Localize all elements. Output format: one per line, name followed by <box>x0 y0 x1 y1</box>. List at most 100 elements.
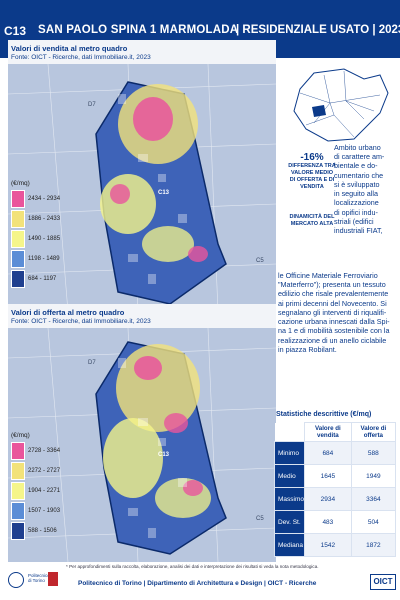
legend-label: 684 - 1197 <box>28 276 57 282</box>
legend-swatch <box>11 270 25 288</box>
description-line: Ambito urbano <box>334 143 381 152</box>
offer-legend-item: 2272 - 2727 <box>11 461 60 481</box>
offer-map-panel: Valori di offerta al metro quadro Fonte:… <box>8 304 276 562</box>
table-row: Medio 1645 1949 <box>273 464 397 488</box>
legend-label: 1904 - 2271 <box>28 488 61 494</box>
sale-legend-item: 1886 - 2433 <box>11 209 60 229</box>
politecnico-logo-text: Politecnico di Torino <box>28 573 50 584</box>
zone-highlight <box>312 105 326 117</box>
stats-table: Valore di vendita Valore di offerta Mini… <box>273 422 397 557</box>
legend-label: 1886 - 2433 <box>28 216 61 222</box>
table-row: Mediana 1542 1872 <box>273 533 397 557</box>
stats-cell-offer: 1872 <box>350 533 397 557</box>
stats-row-label: Medio <box>273 464 306 488</box>
description-line: industriali FIAT, <box>334 225 383 235</box>
description-line: bientale e do- <box>334 161 378 171</box>
description-line: striali (edifici <box>334 216 374 226</box>
description-line: cumentario che <box>334 170 384 180</box>
description-line: di opifici indu- <box>334 207 378 217</box>
stats-cell-sale: 483 <box>304 510 352 534</box>
stats-cell-offer: 504 <box>350 510 397 534</box>
legend-label: 2728 - 3364 <box>28 448 61 454</box>
sale-legend-unit: (€/mq) <box>11 180 30 187</box>
legend-swatch <box>11 230 25 248</box>
department-logo <box>48 572 58 586</box>
description-line: "Materferro"); presenta un tessuto <box>278 280 386 290</box>
stats-cell-sale: 2934 <box>304 487 352 511</box>
stats-cell-offer: 1949 <box>350 464 397 488</box>
sale-legend-item: 2434 - 2934 <box>11 189 60 209</box>
kpi-price-difference: -16% DIFFERENZA TRA VALORE MEDIO DI OFFE… <box>278 152 346 191</box>
stats-corner <box>274 422 305 442</box>
offer-legend-unit: (€/mq) <box>11 432 30 439</box>
sale-map-label-c5: C5 <box>256 258 264 264</box>
stats-cell-sale: 1645 <box>304 464 352 488</box>
stats-cell-offer: 588 <box>350 441 397 465</box>
legend-label: 1490 - 1885 <box>28 236 61 242</box>
description-line: in seguito alla <box>334 189 378 199</box>
methodology-footnote: * Per approfondimenti sulla raccolta, el… <box>66 564 319 569</box>
legend-label: 2434 - 2934 <box>28 196 61 202</box>
politecnico-logo <box>8 572 24 588</box>
legend-swatch <box>11 442 25 460</box>
oict-logo: OICT <box>370 574 396 590</box>
description-line: le Officine Materiale Ferroviario <box>278 271 378 280</box>
offer-map-label-c5: C5 <box>256 516 264 522</box>
kpi-diff-label-line: VALORE MEDIO <box>290 169 334 176</box>
sale-legend-item: 684 - 1197 <box>11 269 60 289</box>
description-line: si è sviluppato <box>334 179 380 189</box>
zone-code: C13 <box>4 24 27 38</box>
zone-name: SAN PAOLO SPINA 1 MARMOLADA <box>38 24 239 36</box>
report-tag: | RESIDENZIALE USATO | 2023 <box>236 24 400 36</box>
offer-legend-item: 588 - 1506 <box>11 521 60 541</box>
sale-map-panel: Valori di vendita al metro quadro Fonte:… <box>8 40 276 312</box>
legend-swatch <box>11 482 25 500</box>
logo-text-line: Politecnico <box>28 573 50 578</box>
legend-label: 1507 - 1903 <box>28 508 61 514</box>
logo-text-line: di Torino <box>28 578 45 584</box>
stats-row-label: Mediana <box>273 533 306 557</box>
legend-swatch <box>11 462 25 480</box>
kpi-market-dynamism: DINAMICITÀ DEL MERCATO ALTA <box>278 214 346 228</box>
description-line: ai primi decenni del Novecento. Si <box>278 298 387 308</box>
stats-col-sale: Valore di vendita <box>304 422 352 442</box>
sale-legend-item: 1198 - 1489 <box>11 249 60 269</box>
legend-label: 2272 - 2727 <box>28 468 61 474</box>
table-row: Massimo 2934 3364 <box>273 487 397 511</box>
offer-panel-source: Fonte: OICT - Ricerche, dati Immobiliare… <box>11 318 151 325</box>
description-line: na 1 e di mobilità sostenibile con la <box>278 326 390 336</box>
description-line: realizzazione di un anello ciclabile <box>278 335 387 345</box>
stats-row-label: Minimo <box>273 441 306 465</box>
sale-panel-source: Fonte: OICT - Ricerche, dati Immobiliare… <box>11 54 151 61</box>
stats-title: Statistiche descrittive (€/mq) <box>276 411 372 418</box>
description-line: segnalano gli interventi di riqualifi- <box>278 307 387 317</box>
description-full-width: le Officine Materiale Ferroviario "Mater… <box>278 271 398 354</box>
legend-swatch <box>11 210 25 228</box>
sale-heatmap <box>8 64 276 312</box>
footer-credits: Politecnico di Torino | Dipartimento di … <box>78 580 317 587</box>
offer-legend: (€/mq) 2728 - 3364 2272 - 2727 1904 - 22… <box>11 432 60 541</box>
description-line: in piazza Robilant. <box>278 344 337 354</box>
kpi-diff-label-line: VENDITA <box>300 183 324 190</box>
kpi-dyn-label-line: MERCATO ALTA <box>290 220 334 227</box>
stats-cell-sale: 1542 <box>304 533 352 557</box>
stats-cell-sale: 684 <box>304 441 352 465</box>
offer-map-label-c13: C13 <box>158 452 170 458</box>
kpi-diff-label-line: DIFFERENZA TRA <box>288 163 336 169</box>
stats-row-label: Dev. St. <box>273 510 306 534</box>
legend-swatch <box>11 502 25 520</box>
sale-panel-title: Valori di vendita al metro quadro <box>11 44 128 53</box>
description-line: di carattere am- <box>334 152 385 162</box>
description-line: edilizio che risale prevalentemente <box>278 289 389 299</box>
sale-legend: (€/mq) 2434 - 2934 1886 - 2433 1490 - 18… <box>11 180 60 289</box>
legend-swatch <box>11 190 25 208</box>
offer-map-label-d7: D7 <box>88 360 96 366</box>
offer-legend-item: 1904 - 2271 <box>11 481 60 501</box>
legend-label: 588 - 1506 <box>28 528 57 534</box>
sale-map-label-d7: D7 <box>88 102 96 108</box>
stats-col-offer: Valore di offerta <box>350 422 397 442</box>
kpi-diff-value: -16% <box>300 152 324 163</box>
table-row: Minimo 684 588 <box>273 441 397 465</box>
table-row: Dev. St. 483 504 <box>273 510 397 534</box>
sale-map-label-c13: C13 <box>158 190 170 196</box>
